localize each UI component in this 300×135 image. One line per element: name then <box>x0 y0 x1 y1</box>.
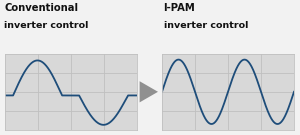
Polygon shape <box>140 81 158 102</box>
Text: inverter control: inverter control <box>164 21 248 30</box>
Text: Conventional: Conventional <box>4 3 79 13</box>
Text: inverter control: inverter control <box>4 21 89 30</box>
Text: I-PAM: I-PAM <box>164 3 195 13</box>
